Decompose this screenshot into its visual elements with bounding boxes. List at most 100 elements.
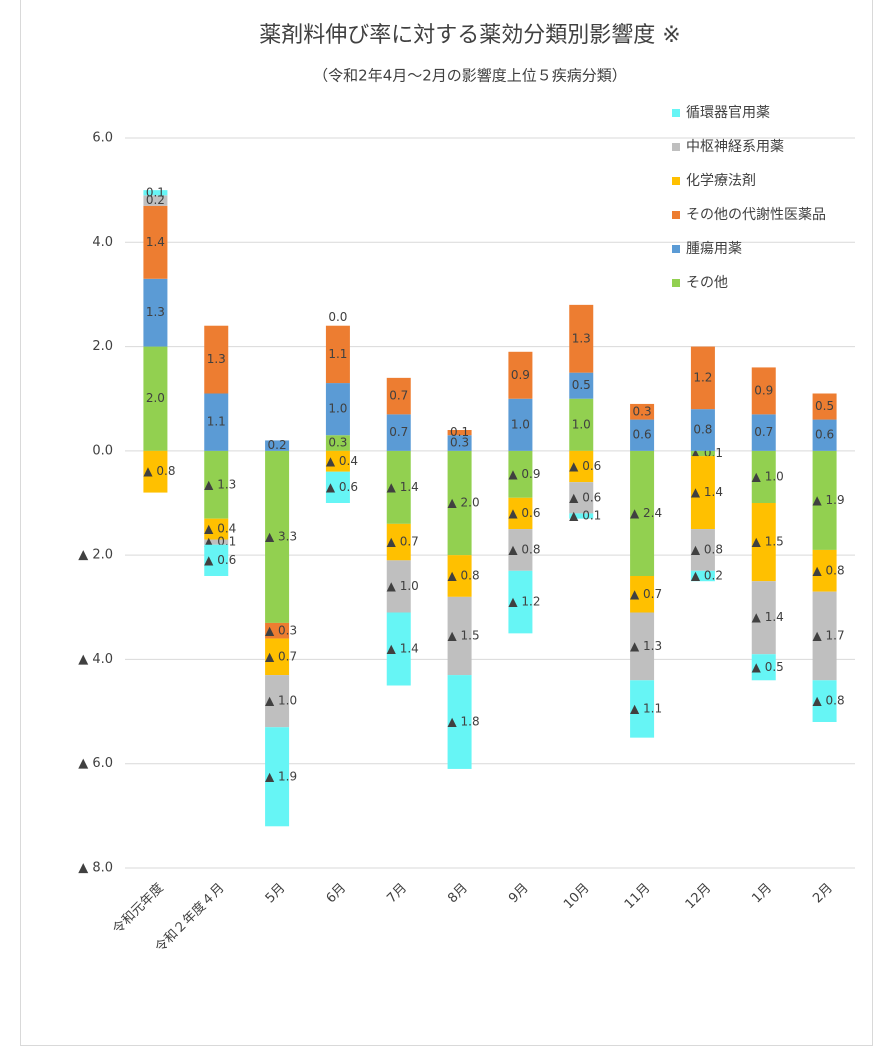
bar-segment	[204, 325, 229, 394]
data-label: ▲ 0.6	[508, 506, 540, 520]
bar-segment	[143, 195, 168, 206]
bar-segment	[569, 450, 594, 483]
data-label: ▲ 1.4	[691, 485, 723, 499]
data-label: ▲ 0.6	[569, 490, 601, 504]
legend-swatch	[672, 143, 680, 151]
data-label: ▲ 1.2	[508, 595, 540, 609]
data-label: 0.6	[633, 428, 652, 442]
data-label: ▲ 1.9	[265, 769, 297, 783]
bar-segment	[630, 450, 655, 576]
bar-segment	[386, 414, 411, 451]
bar-segment	[751, 414, 776, 451]
bar-segment	[447, 435, 472, 451]
x-tick-label: 7月	[384, 881, 410, 907]
bar-segment	[204, 450, 229, 519]
bar-segment	[447, 555, 472, 597]
data-label: ▲ 0.8	[813, 694, 845, 708]
data-label: ▲ 0.2	[691, 569, 723, 583]
legend-swatch	[672, 177, 680, 185]
data-label: 0.2	[146, 193, 165, 207]
bar-segment	[143, 190, 168, 196]
data-label: ▲ 0.8	[508, 542, 540, 556]
data-label: ▲ 1.0	[387, 579, 419, 593]
bar-segment	[630, 576, 655, 613]
data-label: 1.1	[207, 415, 226, 429]
data-label: ▲ 1.9	[813, 493, 845, 507]
bar-segment	[143, 346, 168, 451]
bar-segment	[204, 518, 229, 540]
bar-segment	[751, 581, 776, 655]
bar-segment	[569, 304, 594, 373]
bar-segment	[204, 393, 229, 451]
data-label: ▲ 0.8	[448, 569, 480, 583]
bar-segment	[690, 450, 715, 457]
data-label: ▲ 0.6	[569, 459, 601, 473]
data-label: ▲ 0.7	[387, 535, 419, 549]
bar-segment	[325, 450, 350, 472]
data-label: ▲ 1.5	[448, 628, 480, 642]
data-label: 0.3	[328, 436, 347, 450]
chart-subtitle: （令和2年4月～2月の影響度上位５疾病分類）	[313, 67, 627, 85]
data-label: 0.9	[511, 368, 530, 382]
data-label: ▲ 0.8	[143, 464, 175, 478]
x-tick-label: 5月	[263, 881, 289, 907]
bar-segment	[447, 450, 472, 556]
x-tick-label: 6月	[324, 881, 350, 907]
bar-segment	[265, 440, 290, 451]
bar-segment	[143, 278, 168, 347]
chart-frame	[20, 0, 873, 1046]
legend-swatch	[672, 279, 680, 287]
data-label: 0.0	[328, 310, 347, 324]
y-tick-label: 4.0	[92, 235, 113, 250]
bar-segment	[508, 570, 533, 634]
data-label: 0.6	[815, 428, 834, 442]
bar-segment	[143, 205, 168, 279]
data-label: ▲ 0.1	[569, 509, 601, 523]
data-label: ▲ 1.3	[204, 477, 236, 491]
data-label: 0.5	[815, 399, 834, 413]
bar-segment	[265, 675, 290, 728]
y-tick-label: 2.0	[92, 339, 113, 354]
data-label: ▲ 1.0	[265, 694, 297, 708]
bar-segment	[508, 398, 533, 451]
bar-segment	[630, 419, 655, 451]
bar-segment	[690, 529, 715, 571]
bar-segment	[569, 482, 594, 514]
bar-segment	[690, 456, 715, 530]
bar-segment	[690, 570, 715, 582]
y-tick-label: 6.0	[92, 131, 113, 146]
y-tick-label: 0.0	[92, 443, 113, 458]
bar-segment	[325, 325, 350, 384]
data-label: ▲ 0.6	[204, 553, 236, 567]
bar-segment	[386, 560, 411, 613]
bar-segment	[569, 372, 594, 399]
data-label: ▲ 0.4	[326, 454, 358, 468]
data-label: ▲ 1.7	[813, 628, 845, 642]
x-tick-label: 9月	[506, 881, 532, 907]
bar-segment	[204, 539, 229, 545]
data-label: 0.2	[268, 438, 287, 452]
data-label: 0.1	[146, 185, 165, 199]
bar-segment	[508, 450, 533, 498]
bar-segment	[447, 430, 472, 436]
bar-segment	[812, 591, 837, 681]
bar-segment	[204, 544, 229, 576]
legend-label: 中枢神経系用薬	[686, 139, 784, 155]
bar-segment	[751, 503, 776, 582]
data-label: 0.3	[450, 436, 469, 450]
legend-swatch	[672, 245, 680, 253]
data-label: 1.2	[693, 370, 712, 384]
data-label: ▲ 1.3	[630, 639, 662, 653]
legend-label: 循環器官用薬	[686, 105, 770, 121]
data-label: ▲ 0.4	[204, 522, 236, 536]
bar-segment	[386, 377, 411, 415]
data-label: 1.0	[328, 402, 347, 416]
data-label: 1.0	[511, 417, 530, 431]
data-label: 0.7	[389, 389, 408, 403]
bar-segment	[630, 403, 655, 420]
y-tick-label: ▲ 2.0	[78, 548, 113, 563]
data-label: ▲ 0.7	[630, 587, 662, 601]
bar-segment	[325, 471, 350, 503]
data-label: 0.9	[754, 383, 773, 397]
